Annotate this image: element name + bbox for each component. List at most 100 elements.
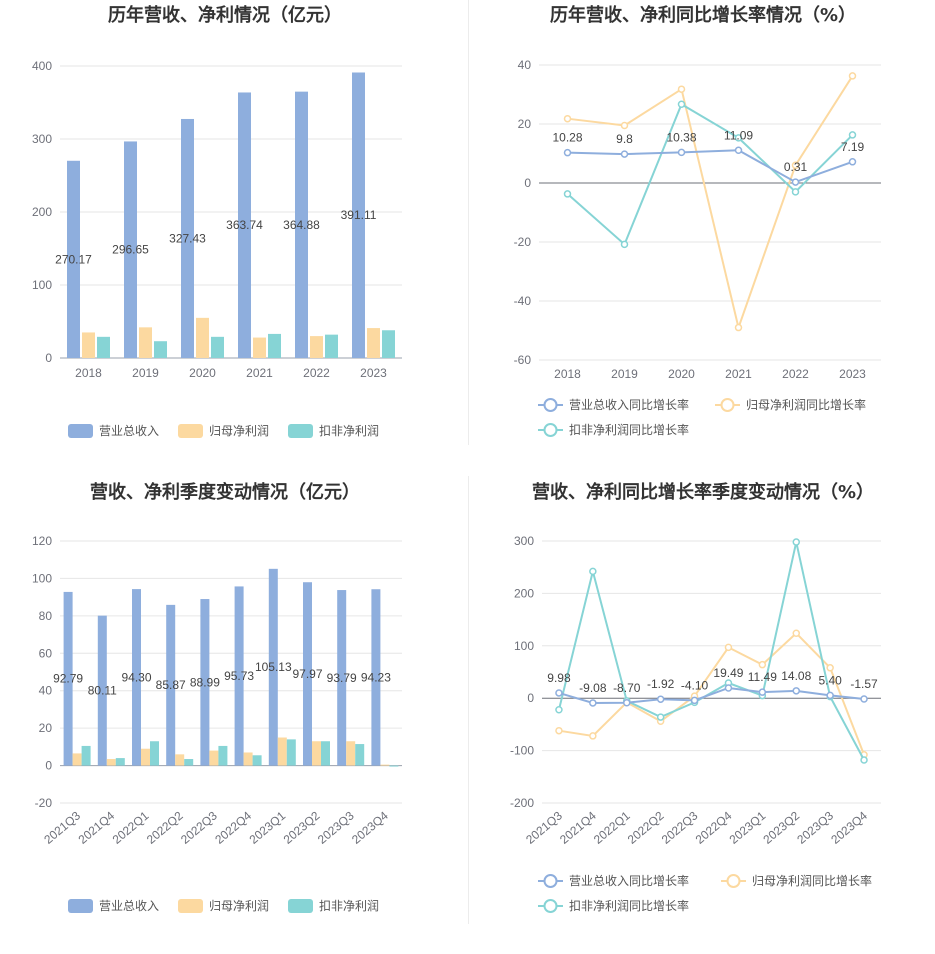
x-tick-label: 2021 xyxy=(725,367,752,381)
data-point xyxy=(724,643,733,652)
bar xyxy=(312,741,321,766)
bar xyxy=(382,330,395,358)
data-point xyxy=(791,178,800,186)
data-label: 10.38 xyxy=(666,130,696,144)
x-tick-label: 2020 xyxy=(189,366,216,380)
series-line xyxy=(557,541,865,761)
legend-label: 扣非净利润同比增长率 xyxy=(569,422,689,437)
bar xyxy=(72,753,82,766)
data-point xyxy=(589,699,597,707)
quarterly-revenue-profit-chart: 营收、净利季度变动情况（亿元） -20 0 20 40 60 80 100 120 2021Q3… xyxy=(32,481,402,913)
y-tick-label: 100 xyxy=(32,278,52,292)
legend-swatch xyxy=(288,899,313,913)
data-point xyxy=(563,190,572,198)
x-tick-label: 2019 xyxy=(611,367,638,381)
y-tick-label: 20 xyxy=(518,117,532,131)
bar xyxy=(63,591,73,766)
data-point xyxy=(758,660,767,669)
bar xyxy=(252,755,262,766)
bar xyxy=(268,333,281,358)
x-tick-label: 2023 xyxy=(839,367,866,381)
data-label: 10.28 xyxy=(552,131,582,145)
bar xyxy=(389,765,399,767)
y-tick-label: 200 xyxy=(32,205,52,219)
x-tick-label: 2018 xyxy=(75,366,102,380)
data-label: 9.98 xyxy=(547,671,571,685)
quarterly-growth-rate-panel: 营收、净利同比增长率季度变动情况（%） -200 -100 0 100 200 300 20… xyxy=(468,476,935,946)
bar xyxy=(181,118,194,358)
data-label: 97.97 xyxy=(292,667,322,681)
bar xyxy=(196,317,209,358)
legend-swatch xyxy=(288,424,313,438)
x-tick-label: 2020 xyxy=(668,367,695,381)
data-label: 19.49 xyxy=(713,666,743,680)
data-point xyxy=(677,148,686,157)
y-tick-label: 300 xyxy=(514,534,534,548)
data-label: 364.88 xyxy=(283,218,320,232)
bar xyxy=(371,589,381,766)
legend-swatch xyxy=(178,424,203,438)
x-tick-label: 2023 xyxy=(360,366,387,380)
chart-title: 营收、净利同比增长率季度变动情况（%） xyxy=(532,481,874,503)
data-point xyxy=(792,687,800,695)
series-line xyxy=(558,631,865,756)
data-point xyxy=(734,134,743,142)
data-label: -8.70 xyxy=(613,681,641,695)
y-tick-label: 300 xyxy=(32,132,52,146)
data-label: 391.11 xyxy=(341,208,377,222)
data-label: 92.79 xyxy=(53,672,83,686)
annual-growth-rate-chart: 历年营收、净利同比增长率情况（%） -60 -40 -20 0 20 40 2018 2019… xyxy=(514,4,881,437)
legend-swatch-marker xyxy=(543,423,558,437)
legend-swatch xyxy=(68,424,93,438)
x-tick-label: 2023Q2 xyxy=(760,808,802,846)
x-tick-label: 2022Q2 xyxy=(625,808,667,846)
y-tick-label: -200 xyxy=(510,796,534,810)
y-tick-label: 40 xyxy=(39,684,53,698)
bar xyxy=(286,739,296,766)
bar xyxy=(321,741,330,766)
legend-label: 扣非净利润 xyxy=(319,899,379,913)
data-point xyxy=(623,699,631,707)
data-point xyxy=(555,726,563,735)
bar xyxy=(303,582,312,766)
x-tick-label: 2021Q4 xyxy=(557,808,599,846)
bar xyxy=(97,336,110,358)
data-point xyxy=(563,114,572,123)
legend-label: 扣非净利润同比增长率 xyxy=(569,898,689,913)
data-point xyxy=(690,696,699,705)
y-tick-label: -60 xyxy=(514,353,532,367)
panel-divider-bottom xyxy=(468,476,469,924)
x-tick-label: 2021Q3 xyxy=(523,808,565,846)
data-label: 88.99 xyxy=(190,675,220,689)
legend-swatch-marker xyxy=(726,874,741,888)
data-point xyxy=(848,131,857,139)
x-tick-label: 2021 xyxy=(246,366,273,380)
chart-title: 历年营收、净利同比增长率情况（%） xyxy=(550,4,856,26)
bar xyxy=(352,72,365,359)
data-point xyxy=(791,161,800,170)
data-point xyxy=(734,146,743,155)
data-point xyxy=(791,188,800,196)
x-tick-label: 2022Q1 xyxy=(110,808,152,846)
bar xyxy=(355,744,365,766)
data-point xyxy=(826,664,834,672)
data-point xyxy=(677,85,686,93)
bar xyxy=(82,332,95,358)
data-point xyxy=(848,158,857,166)
bar xyxy=(81,745,91,766)
x-tick-label: 2023Q1 xyxy=(727,808,769,846)
data-point xyxy=(656,713,665,721)
data-label: 11.49 xyxy=(748,670,777,684)
x-tick-label: 2022Q3 xyxy=(178,808,220,846)
data-point xyxy=(656,695,665,703)
bar xyxy=(268,568,278,766)
data-label: 5.40 xyxy=(818,673,842,687)
data-label: 363.74 xyxy=(226,218,263,232)
series-line xyxy=(566,102,854,247)
data-point xyxy=(589,567,597,576)
data-point xyxy=(848,72,857,80)
x-tick-label: 2022Q2 xyxy=(144,808,186,846)
bar xyxy=(243,752,253,766)
legend-swatch xyxy=(178,899,203,913)
chart-title: 历年营收、净利情况（亿元） xyxy=(108,4,342,26)
